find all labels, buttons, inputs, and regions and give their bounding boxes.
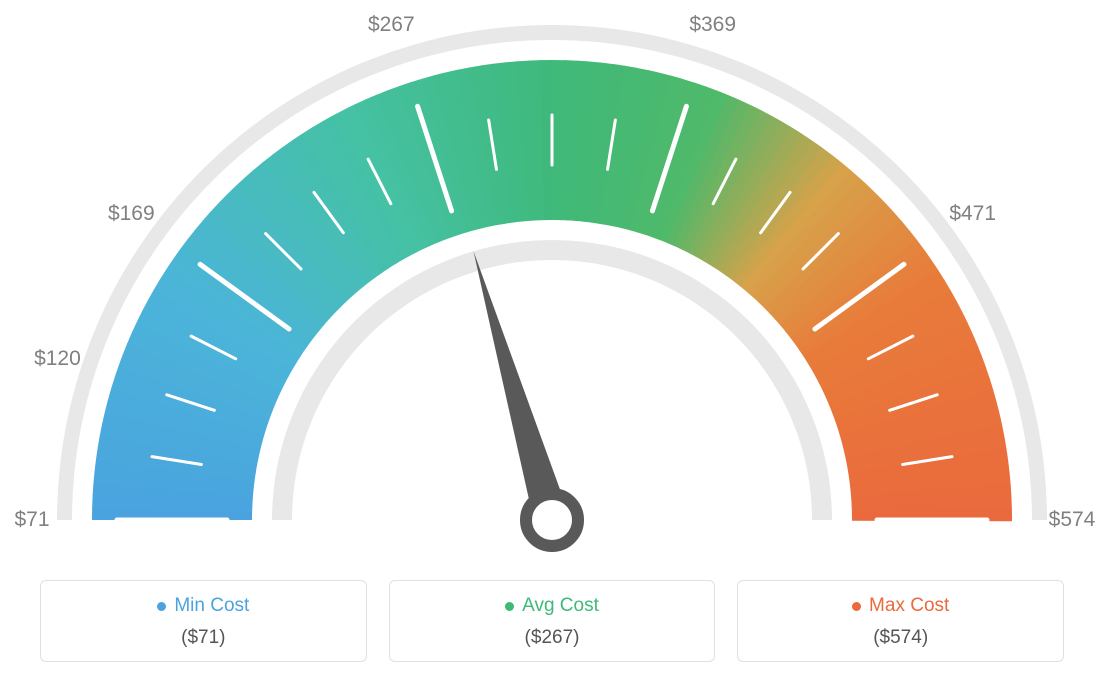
gauge-tick-label: $471 xyxy=(949,202,996,226)
legend-row: Min Cost ($71) Avg Cost ($267) Max Cost … xyxy=(40,580,1064,662)
gauge-svg xyxy=(0,0,1104,560)
gauge-chart: $71 $120 $169 $267 $369 $471 $574 xyxy=(0,0,1104,560)
legend-title-min: Min Cost xyxy=(157,595,249,617)
legend-title-text: Avg Cost xyxy=(522,595,599,617)
gauge-tick-label: $574 xyxy=(1049,508,1096,532)
legend-value-avg: ($267) xyxy=(400,627,705,649)
legend-card-avg: Avg Cost ($267) xyxy=(389,580,716,662)
legend-card-max: Max Cost ($574) xyxy=(737,580,1064,662)
legend-dot-icon xyxy=(505,602,514,611)
legend-dot-icon xyxy=(852,602,861,611)
legend-dot-icon xyxy=(157,602,166,611)
gauge-tick-label: $267 xyxy=(368,13,415,37)
legend-title-text: Min Cost xyxy=(174,595,249,617)
legend-title-max: Max Cost xyxy=(852,595,949,617)
legend-card-min: Min Cost ($71) xyxy=(40,580,367,662)
gauge-tick-label: $369 xyxy=(689,13,736,37)
gauge-tick-label: $169 xyxy=(108,202,155,226)
gauge-tick-label: $71 xyxy=(14,508,49,532)
legend-value-min: ($71) xyxy=(51,627,356,649)
legend-title-avg: Avg Cost xyxy=(505,595,599,617)
legend-value-max: ($574) xyxy=(748,627,1053,649)
gauge-tick-label: $120 xyxy=(34,347,81,371)
legend-title-text: Max Cost xyxy=(869,595,949,617)
